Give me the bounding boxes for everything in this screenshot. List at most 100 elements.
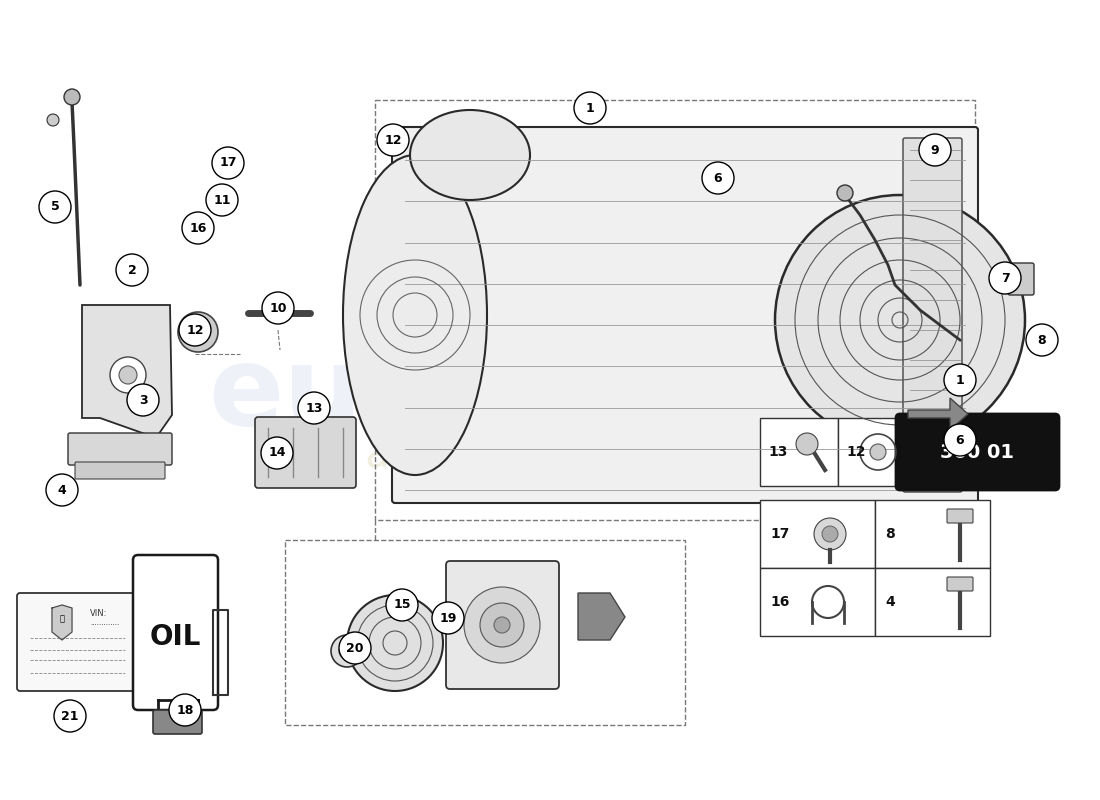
FancyBboxPatch shape (75, 462, 165, 479)
Circle shape (480, 603, 524, 647)
Text: 3: 3 (139, 394, 147, 406)
Text: 300 01: 300 01 (940, 442, 1014, 462)
Circle shape (46, 474, 78, 506)
FancyBboxPatch shape (760, 568, 874, 636)
Text: 12: 12 (846, 445, 866, 459)
Text: 8: 8 (886, 527, 894, 541)
FancyBboxPatch shape (760, 500, 874, 568)
Text: 6: 6 (956, 434, 965, 446)
Text: 8: 8 (1037, 334, 1046, 346)
Text: 2015: 2015 (869, 262, 1032, 318)
Polygon shape (52, 605, 72, 640)
Circle shape (262, 292, 294, 324)
FancyBboxPatch shape (947, 577, 974, 591)
FancyBboxPatch shape (903, 138, 962, 492)
FancyBboxPatch shape (392, 127, 978, 503)
Text: 12: 12 (186, 323, 204, 337)
FancyBboxPatch shape (255, 417, 356, 488)
Text: 2: 2 (128, 263, 136, 277)
Circle shape (116, 254, 148, 286)
Circle shape (178, 312, 218, 352)
Circle shape (989, 262, 1021, 294)
Circle shape (39, 191, 72, 223)
Text: 10: 10 (270, 302, 287, 314)
Circle shape (298, 392, 330, 424)
FancyBboxPatch shape (874, 500, 990, 568)
Circle shape (47, 114, 59, 126)
FancyBboxPatch shape (760, 418, 838, 486)
Circle shape (1026, 324, 1058, 356)
Text: 17: 17 (770, 527, 790, 541)
Circle shape (870, 444, 886, 460)
Text: 7: 7 (1001, 271, 1010, 285)
Circle shape (814, 518, 846, 550)
Polygon shape (578, 593, 625, 640)
Circle shape (182, 212, 214, 244)
Text: 17: 17 (219, 157, 236, 170)
Circle shape (212, 147, 244, 179)
FancyBboxPatch shape (874, 568, 990, 636)
Circle shape (822, 526, 838, 542)
Text: 1: 1 (585, 102, 594, 114)
Circle shape (110, 357, 146, 393)
Circle shape (339, 643, 355, 659)
Circle shape (119, 366, 138, 384)
Text: 21: 21 (62, 710, 79, 722)
Text: 4: 4 (886, 595, 894, 609)
Circle shape (837, 185, 852, 201)
Text: 1: 1 (956, 374, 965, 386)
Text: 16: 16 (770, 595, 790, 609)
FancyBboxPatch shape (1008, 263, 1034, 295)
Circle shape (464, 587, 540, 663)
Circle shape (339, 632, 371, 664)
Circle shape (432, 602, 464, 634)
Text: 6: 6 (714, 171, 723, 185)
Text: OIL: OIL (150, 623, 200, 651)
Circle shape (346, 595, 443, 691)
Text: 19: 19 (439, 611, 456, 625)
FancyBboxPatch shape (16, 593, 138, 691)
Text: 13: 13 (306, 402, 322, 414)
Circle shape (179, 314, 211, 346)
Circle shape (64, 89, 80, 105)
Ellipse shape (410, 110, 530, 200)
FancyBboxPatch shape (68, 433, 172, 465)
Text: .............: ............. (90, 620, 119, 626)
Circle shape (702, 162, 734, 194)
Text: 5: 5 (51, 201, 59, 214)
Text: VIN:: VIN: (90, 609, 108, 618)
Circle shape (944, 364, 976, 396)
Text: 15: 15 (394, 598, 410, 611)
Ellipse shape (343, 155, 487, 475)
Text: 20: 20 (346, 642, 364, 654)
Circle shape (494, 617, 510, 633)
Circle shape (126, 384, 160, 416)
Text: a passion for parts: a passion for parts (366, 434, 755, 476)
Circle shape (796, 433, 818, 455)
Circle shape (331, 635, 363, 667)
Circle shape (377, 124, 409, 156)
Circle shape (776, 195, 1025, 445)
Text: 4: 4 (57, 483, 66, 497)
FancyBboxPatch shape (838, 418, 916, 486)
Circle shape (574, 92, 606, 124)
FancyBboxPatch shape (947, 509, 974, 523)
Text: 12: 12 (384, 134, 402, 146)
Circle shape (261, 437, 293, 469)
FancyBboxPatch shape (896, 414, 1059, 490)
Circle shape (386, 589, 418, 621)
Text: eurospares: eurospares (209, 342, 912, 449)
Circle shape (189, 323, 207, 341)
Text: 9: 9 (931, 143, 939, 157)
FancyBboxPatch shape (133, 555, 218, 710)
Circle shape (54, 700, 86, 732)
Polygon shape (908, 398, 968, 430)
FancyBboxPatch shape (153, 710, 202, 734)
FancyBboxPatch shape (446, 561, 559, 689)
Text: 13: 13 (768, 445, 788, 459)
Text: 16: 16 (189, 222, 207, 234)
Polygon shape (82, 305, 172, 435)
Text: 18: 18 (176, 703, 194, 717)
Text: 14: 14 (268, 446, 286, 459)
Circle shape (206, 184, 238, 216)
